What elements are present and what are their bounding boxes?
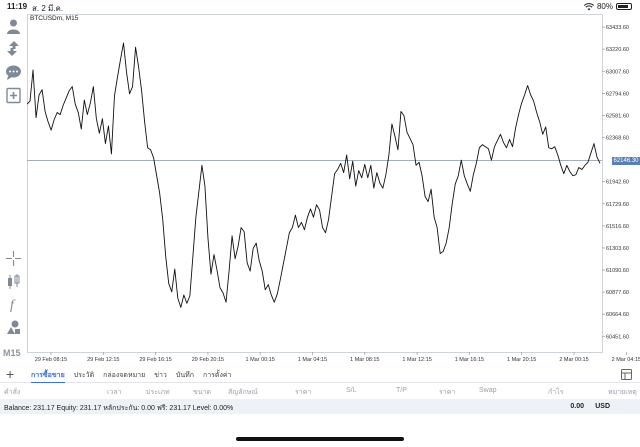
column-header-9: Swap [479, 387, 497, 394]
column-header-0: คำสั่ง [4, 389, 21, 396]
add-icon[interactable]: + [6, 366, 15, 382]
account-icon[interactable] [5, 18, 22, 35]
column-header-5: ราคา [295, 389, 312, 396]
column-header-7: T/P [396, 387, 407, 394]
column-header-4: สัญลักษณ์ [228, 389, 258, 396]
battery-fill [618, 5, 628, 8]
trade-icon[interactable] [5, 40, 22, 57]
status-bar: 11:19 ส. 2 มี.ค. 80% [0, 0, 640, 14]
trade-columns-header: คำสั่ง เวลา ประเภท ขนาด สัญลักษณ์ ราคา S/L T/P ร… [0, 383, 640, 399]
x-tick-label: 29 Feb 12:15 [87, 357, 119, 363]
x-tick-label: 1 Mar 04:15 [298, 357, 327, 363]
crosshair-icon[interactable] [5, 250, 22, 267]
y-tick-label: 61729.60 [606, 202, 629, 208]
y-tick-label: 62581.60 [606, 113, 629, 119]
status-date: ส. 2 มี.ค. [32, 4, 64, 13]
x-tick-label: 29 Feb 16:15 [139, 357, 171, 363]
balance-row: Balance: 231.17 Equity: 231.17 หลักประกั… [0, 399, 640, 414]
svg-text:f: f [10, 298, 16, 312]
price-line-series-0 [27, 42, 601, 308]
tab-3[interactable]: ข่าว [154, 372, 167, 379]
x-tick-label: 2 Mar 04:15 [612, 357, 640, 363]
chart-symbol: BTCUSDm, M15 [30, 15, 79, 22]
battery-percent: 80% [596, 2, 613, 11]
x-tick-label: 29 Feb 20:15 [192, 357, 224, 363]
plot-frame [27, 14, 603, 353]
balance-text: Balance: 231.17 Equity: 231.17 หลักประกั… [4, 405, 234, 412]
home-indicator[interactable] [236, 437, 404, 441]
x-tick-label: 1 Mar 20:15 [507, 357, 536, 363]
column-header-8: ราคา [439, 389, 456, 396]
y-tick-label: 61516.60 [606, 224, 629, 230]
x-tick-label: 1 Mar 12:15 [402, 357, 431, 363]
y-tick-label: 60664.60 [606, 312, 629, 318]
tab-1[interactable]: ประวัติ [73, 372, 95, 379]
x-tick-label: 1 Mar 08:15 [350, 357, 379, 363]
y-tick-label: 60451.60 [606, 334, 629, 340]
status-time: 11:19 [7, 2, 28, 11]
battery-icon [616, 3, 632, 10]
y-tick-label: 63220.60 [606, 47, 629, 53]
chat-icon[interactable] [5, 64, 22, 81]
wifi-icon [583, 2, 594, 10]
add-chart-icon[interactable] [5, 87, 22, 104]
column-header-6: S/L [346, 387, 357, 394]
column-header-11: หมายเหตุ [608, 389, 637, 396]
balance-profit: 0.00 [570, 403, 584, 410]
status-right: 80% [583, 2, 632, 11]
y-tick-label: 62794.60 [606, 91, 629, 97]
column-header-1: เวลา [107, 389, 122, 396]
x-tick-label: 1 Mar 00:15 [246, 357, 275, 363]
y-tick-label: 61303.60 [606, 246, 629, 252]
function-icon[interactable]: f [5, 295, 22, 312]
x-tick-label: 2 Mar 00:15 [559, 357, 588, 363]
terminal-layout-icon[interactable] [621, 369, 632, 380]
y-tick-label: 61942.60 [606, 180, 629, 186]
tab-5[interactable]: การตั้งค่า [202, 372, 232, 379]
timeframe-label[interactable]: M15 [3, 348, 21, 358]
x-tick-label: 29 Feb 08:15 [35, 357, 67, 363]
terminal-tabs: การซื้อขาย ประวัติ กล่องจดหมาย ข่าว บันทึก กา… [31, 370, 231, 383]
y-tick-label: 62368.60 [606, 136, 629, 142]
y-tick-label: 60877.60 [606, 290, 629, 296]
tab-2[interactable]: กล่องจดหมาย [103, 372, 146, 379]
column-header-3: ขนาด [193, 389, 212, 396]
y-tick-label: 61090.60 [606, 268, 629, 274]
current-price-tag: 62146.30 [612, 156, 640, 165]
objects-icon[interactable] [5, 319, 22, 336]
left-toolbar: f M15 [0, 14, 27, 364]
balance-currency: USD [595, 403, 610, 410]
tab-4[interactable]: บันทึก [175, 372, 194, 379]
price-chart[interactable]: 63433.60 63220.60 63007.60 62794.60 62581.60… [27, 14, 640, 366]
tab-0[interactable]: การซื้อขาย [31, 370, 65, 383]
y-tick-label: 63007.60 [606, 69, 629, 75]
x-tick-label: 1 Mar 16:15 [455, 357, 484, 363]
y-tick-label: 63433.60 [606, 25, 629, 31]
column-header-10: กำไร [548, 389, 564, 396]
chart-canvas[interactable]: 63433.60 63220.60 63007.60 62794.60 62581.60… [27, 14, 640, 366]
terminal-tabs-row: + การซื้อขาย ประวัติ กล่องจดหมาย ข่าว บันทึก… [0, 366, 640, 383]
indicators-icon[interactable] [5, 273, 22, 290]
column-header-2: ประเภท [146, 389, 170, 396]
